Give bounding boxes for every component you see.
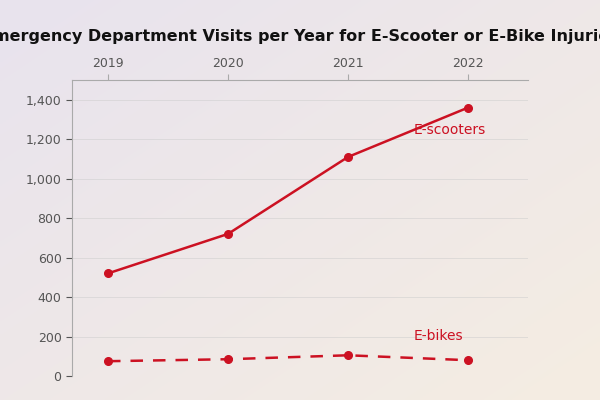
Title: Emergency Department Visits per Year for E-Scooter or E-Bike Injuries: Emergency Department Visits per Year for… [0,29,600,44]
Text: E-scooters: E-scooters [414,124,486,138]
Text: E-bikes: E-bikes [414,330,464,344]
